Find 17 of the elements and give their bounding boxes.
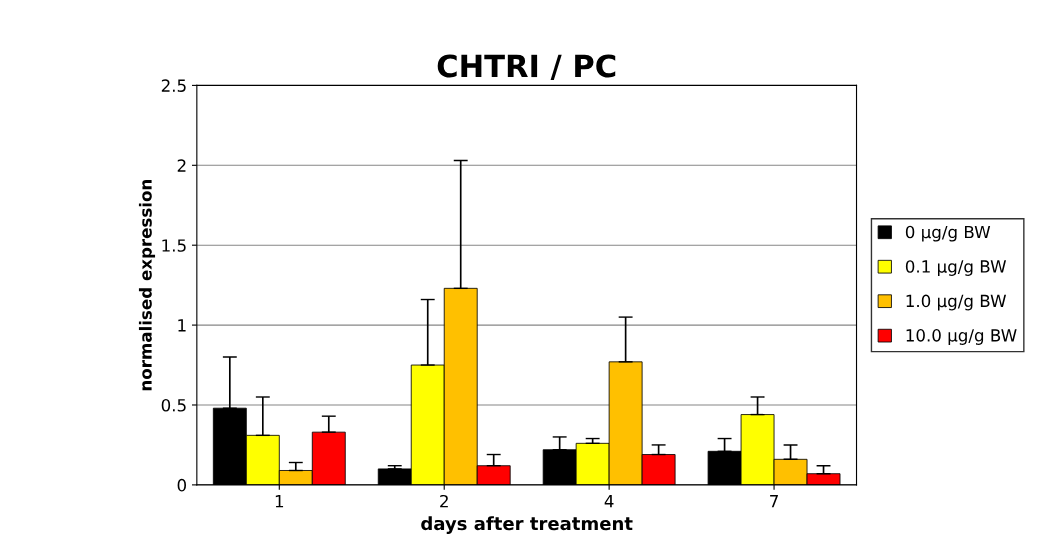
y-axis-title: normalised expression — [138, 179, 156, 391]
y-tick-label: 1.5 — [162, 239, 186, 252]
chart-title: CHTRI / PC — [437, 54, 616, 80]
x-tick-label: 1 — [275, 495, 284, 508]
y-tick-label: 0 — [177, 478, 187, 492]
x-tick-label: 4 — [604, 495, 614, 508]
y-tick-label: 2 — [177, 159, 186, 172]
y-tick-label: 0.5 — [161, 398, 186, 412]
legend-label: 1.0 μg/g BW — [906, 294, 1007, 311]
x-axis-title: days after treatment — [421, 516, 633, 534]
legend-label: 0.1 μg/g BW — [905, 260, 1007, 276]
legend-label: 10.0 μg/g BW — [906, 329, 1017, 345]
x-tick-label: 7 — [770, 495, 778, 508]
x-tick-label: 2 — [440, 494, 448, 508]
y-tick-label: 2.5 — [161, 79, 186, 92]
legend-label: 0 μg/g BW — [905, 225, 991, 242]
y-tick-label: 1 — [178, 319, 186, 332]
